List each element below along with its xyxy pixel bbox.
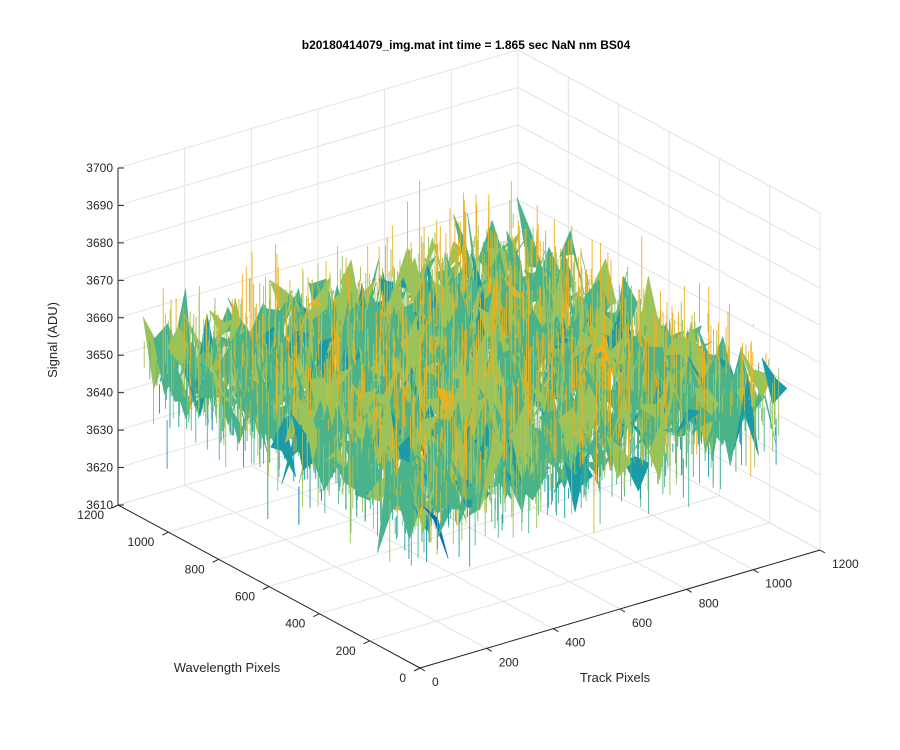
- grid-line: [117, 124, 519, 244]
- surface-cell: [298, 298, 324, 336]
- surface-cell: [591, 337, 618, 386]
- grid-line: [517, 124, 821, 289]
- surface-cell: [313, 405, 339, 491]
- surface-cell: [559, 229, 585, 296]
- surface-cell: [412, 415, 438, 445]
- grid-line: [517, 161, 821, 326]
- grid-line: [117, 49, 519, 169]
- grid-line: [117, 161, 519, 281]
- grid-line: [369, 522, 770, 642]
- grid-line: [117, 86, 519, 206]
- grid-line: [268, 468, 670, 587]
- grid-line: [517, 199, 821, 364]
- surface-mesh: [142, 180, 788, 567]
- grid-line: [517, 49, 821, 214]
- surface-cell: [291, 414, 318, 471]
- grid-line: [319, 495, 720, 615]
- grid-line: [517, 87, 821, 251]
